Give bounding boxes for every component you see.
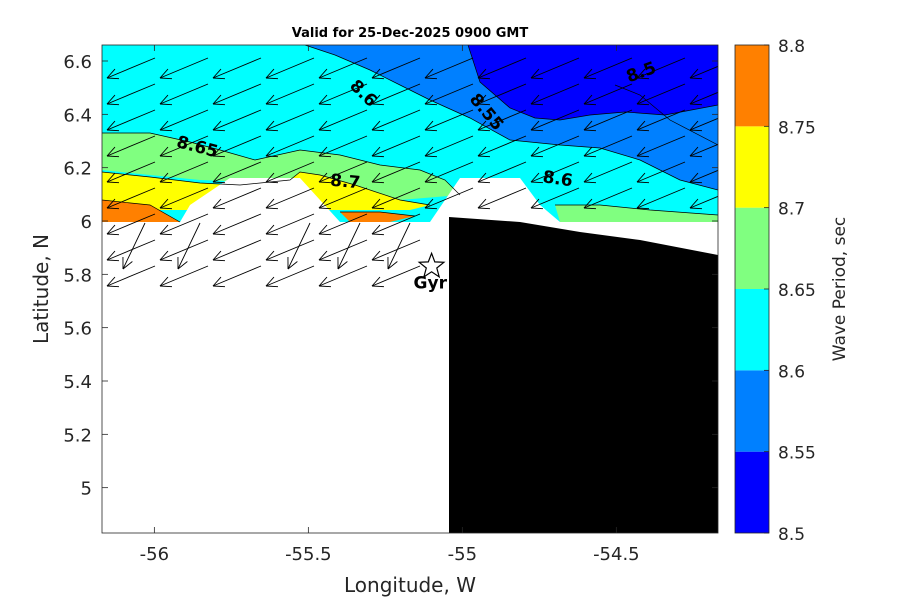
- colorbar-band: [735, 45, 769, 126]
- y-tick-label: 5.4: [63, 372, 92, 393]
- y-tick-label: 6: [81, 212, 92, 233]
- x-tick-label: -54.5: [593, 544, 640, 565]
- colorbar-tick-label: 8.7: [778, 200, 805, 220]
- contour-label: 8.6: [541, 167, 574, 191]
- colorbar-band: [735, 208, 769, 289]
- colorbar-tick-label: 8.6: [778, 362, 805, 382]
- colorbar-tick-label: 8.8: [778, 37, 805, 57]
- y-tick-label: 5.8: [63, 265, 92, 286]
- y-tick-label: 6.4: [63, 105, 92, 126]
- y-tick-label: 6.6: [63, 52, 92, 73]
- x-tick-label: -55: [448, 544, 477, 565]
- chart-title: Valid for 25-Dec-2025 0900 GMT: [292, 26, 529, 41]
- colorbar: 8.5 8.55 8.6 8.65 8.7 8.75 8.8: [735, 37, 816, 545]
- x-tick-label: -56: [140, 544, 169, 565]
- colorbar-tick-label: 8.75: [778, 118, 816, 138]
- colorbar-label: Wave Period, sec: [830, 217, 850, 362]
- y-axis-label: Latitude, N: [29, 234, 53, 344]
- station-label: Gyr: [414, 273, 448, 293]
- colorbar-tick-label: 8.5: [778, 525, 805, 545]
- colorbar-band: [735, 126, 769, 207]
- colorbar-band: [735, 370, 769, 451]
- y-tick-label: 5: [81, 479, 92, 500]
- y-tick-label: 5.6: [63, 319, 92, 340]
- y-tick-label: 6.2: [63, 159, 92, 180]
- x-tick-label: -55.5: [285, 544, 332, 565]
- colorbar-tick-label: 8.65: [778, 281, 816, 301]
- colorbar-band: [735, 452, 769, 533]
- land-mass: [449, 217, 718, 533]
- colorbar-tick-label: 8.55: [778, 444, 816, 464]
- contour-label: 8.7: [329, 171, 361, 194]
- y-tick-label: 5.2: [63, 425, 92, 446]
- colorbar-band: [735, 289, 769, 370]
- x-axis-label: Longitude, W: [344, 573, 476, 597]
